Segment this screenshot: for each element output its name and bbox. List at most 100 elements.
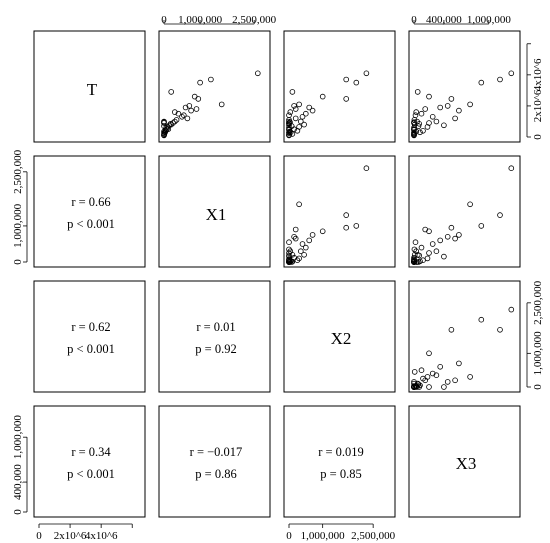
- point-t-x3-13: [412, 112, 419, 118]
- point-x1-x3-11: [413, 248, 420, 255]
- point-x1-x3-34: [411, 254, 417, 261]
- point-t-x2-7: [291, 103, 297, 109]
- point-x1-x3-9: [422, 226, 429, 233]
- stat-p-x1-x2: p = 0.92: [195, 342, 236, 356]
- stat-p-t-x1: p < 0.001: [67, 217, 115, 231]
- point-x1-x3-21: [424, 255, 431, 262]
- point-x1-x3-3: [467, 201, 473, 208]
- point-t-x1-11: [172, 109, 178, 115]
- stat-r-x2-x3: r = 0.019: [318, 445, 364, 459]
- tick-label-bottom-t-2: 4x10^6: [85, 530, 118, 542]
- point-t-x3-14: [429, 114, 436, 120]
- point-x2-x3-17: [433, 372, 440, 379]
- point-x1-x2-0: [353, 223, 360, 229]
- point-x1-x3-12: [418, 244, 425, 251]
- point-t-x3-39: [411, 119, 417, 125]
- panel-t-x1: [158, 30, 271, 143]
- point-x2-x3-39: [411, 383, 417, 389]
- point-x2-x3-12: [418, 367, 425, 374]
- point-t-x2-15: [292, 115, 299, 122]
- tick-label-left-x3-0: 0: [12, 509, 24, 515]
- point-x1-x2-16: [286, 246, 292, 253]
- stat-r-x1-x2: r = 0.01: [196, 320, 235, 334]
- point-t-x3-0: [478, 79, 485, 86]
- point-x1-x2-5: [319, 228, 326, 235]
- point-t-x2-0: [353, 79, 360, 86]
- point-t-x3-9: [422, 106, 429, 112]
- point-x2-x3-5: [426, 350, 432, 357]
- stat-r-t-x2: r = 0.62: [71, 320, 110, 334]
- point-x1-x2-1: [363, 165, 370, 172]
- point-t-x2-36: [286, 118, 292, 125]
- point-t-x3-28: [417, 129, 423, 136]
- panel-x3-x3: [408, 405, 521, 518]
- point-t-x1-39: [161, 119, 167, 125]
- point-t-x2-3: [296, 101, 302, 108]
- tick-label-left-x3-2: 1,000,000: [12, 415, 24, 460]
- tick-label-bottom-x2-1: 1,000,000: [301, 530, 346, 542]
- tick-label-left-x1-1: 1,000,000: [12, 203, 24, 248]
- panel-t-x3: [408, 30, 521, 143]
- tick-label-bottom-t-0: 0: [36, 530, 42, 542]
- point-t-x1-8: [182, 104, 189, 111]
- point-t-x1-34: [165, 126, 172, 132]
- point-x2-x3-23: [420, 375, 426, 382]
- point-t-x3-36: [414, 118, 420, 125]
- point-t-x3-12: [418, 110, 425, 117]
- tick-label-bottom-t-1: 2x10^6: [54, 530, 87, 542]
- point-t-x2-11: [287, 109, 294, 115]
- tick-label-top-x1-0: 0: [161, 14, 167, 26]
- point-t-x2-39: [287, 119, 293, 125]
- point-t-x1-29: [162, 127, 169, 133]
- stat-p-x1-x3: p = 0.86: [195, 467, 236, 481]
- point-t-x1-16: [173, 117, 180, 123]
- point-x2-x3-21: [424, 374, 431, 380]
- tick-label-top-x3-1: 400,000: [426, 14, 462, 26]
- point-t-x3-21: [424, 124, 431, 130]
- point-t-x3-20: [441, 122, 447, 129]
- point-x1-x2-14: [299, 241, 306, 247]
- panel-x1-x3: [408, 155, 521, 268]
- point-x2-x3-8: [437, 363, 444, 370]
- stat-p-x2-x3: p = 0.85: [320, 467, 361, 481]
- point-t-x2-4: [343, 96, 350, 102]
- point-t-x2-12: [302, 110, 309, 117]
- point-t-x1-5: [191, 93, 198, 100]
- point-t-x2-37: [286, 132, 292, 138]
- stat-r-x1-x3: r = −0.017: [190, 445, 243, 459]
- point-x1-x2-12: [302, 244, 309, 251]
- point-t-x1-10: [188, 107, 194, 114]
- tick-label-top-x3-0: 0: [411, 14, 417, 26]
- tick-label-left-x3-1: 400,000: [12, 464, 24, 500]
- point-x1-x3-39: [411, 259, 417, 265]
- point-x1-x2-10: [309, 232, 316, 238]
- tick-label-right-t-2: 4x10^6: [532, 58, 544, 91]
- point-t-x3-7: [444, 103, 451, 109]
- point-t-x3-33: [411, 130, 417, 136]
- point-x1-x3-0: [478, 223, 485, 229]
- point-t-x1-2: [208, 76, 214, 83]
- panel-x2-t: [33, 280, 146, 393]
- point-t-x3-17: [433, 118, 440, 125]
- panel-x2-x2: [283, 280, 396, 393]
- point-x1-x3-15: [452, 235, 458, 242]
- point-t-x2-9: [292, 106, 299, 112]
- point-x1-x3-13: [412, 239, 419, 246]
- panel-x3-t: [33, 405, 146, 518]
- tick-label-left-x1-2: 2,500,000: [12, 149, 24, 194]
- panel-t-t: [33, 30, 146, 143]
- point-x2-x3-4: [448, 326, 455, 333]
- panel-x3-x2: [283, 405, 396, 518]
- point-x1-x3-14: [429, 241, 436, 247]
- point-x1-x2-15: [292, 235, 299, 242]
- panel-x1-t: [33, 155, 146, 268]
- point-t-x2-19: [301, 121, 307, 128]
- tick-label-right-x2-2: 2,500,000: [532, 280, 544, 325]
- point-t-x3-37: [411, 132, 417, 138]
- point-t-x2-38: [286, 120, 292, 126]
- diag-label-t: T: [87, 80, 98, 99]
- diag-label-x2: X2: [331, 329, 352, 348]
- point-x2-x3-7: [444, 379, 451, 385]
- point-x2-x3-20: [441, 384, 447, 390]
